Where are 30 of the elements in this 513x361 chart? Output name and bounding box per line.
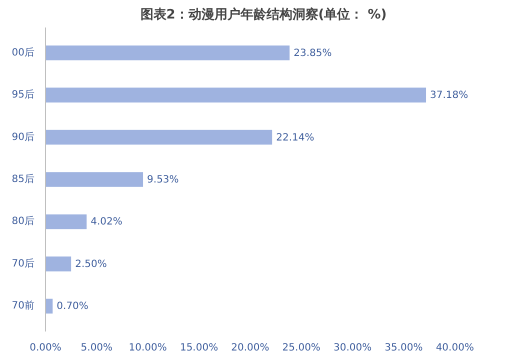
data-label: 4.02% <box>90 216 122 228</box>
bar <box>46 256 72 272</box>
chart-title: 图表2：动漫用户年龄结构洞察(单位： %) <box>140 6 387 22</box>
x-tick-label: 0.00% <box>30 342 62 354</box>
y-tick-label: 95后 <box>12 88 35 101</box>
x-tick-label: 40.00% <box>436 342 474 354</box>
data-label: 37.18% <box>430 90 468 102</box>
x-tick-label: 25.00% <box>282 342 320 354</box>
bar <box>46 45 290 60</box>
data-label: 22.14% <box>276 132 314 144</box>
data-label: 9.53% <box>147 174 179 186</box>
data-label: 2.50% <box>75 258 107 270</box>
x-tick-label: 15.00% <box>180 342 218 354</box>
y-tick-label: 85后 <box>12 173 35 185</box>
bar <box>46 172 144 187</box>
data-label: 23.85% <box>294 48 332 59</box>
x-tick-label: 30.00% <box>333 342 372 354</box>
x-tick-label: 5.00% <box>80 342 113 354</box>
y-tick-label: 00后 <box>12 46 35 58</box>
x-tick-label: 10.00% <box>128 342 167 354</box>
y-tick-label: 70后 <box>12 257 35 270</box>
x-tick-label: 35.00% <box>384 342 423 354</box>
bar <box>46 214 87 230</box>
y-tick-label: 70前 <box>12 300 35 312</box>
data-label: 0.70% <box>56 301 88 312</box>
x-tick-label: 20.00% <box>231 342 270 354</box>
y-tick-label: 80后 <box>12 215 35 228</box>
y-tick-label: 90后 <box>12 130 35 143</box>
bar <box>46 88 426 102</box>
bar <box>46 130 272 145</box>
